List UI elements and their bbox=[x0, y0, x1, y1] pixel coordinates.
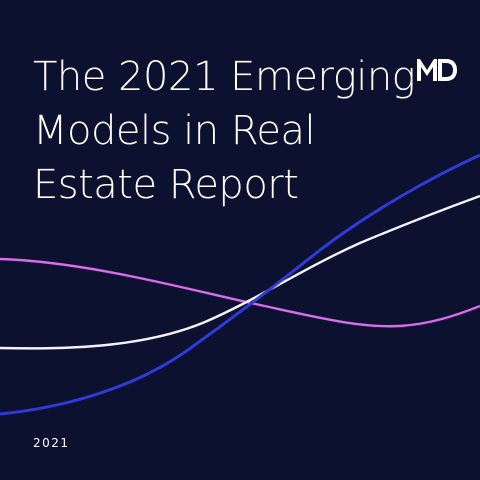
report-title: The 2021 Emerging Models in Real Estate … bbox=[33, 50, 416, 212]
pink-curve bbox=[0, 257, 480, 328]
blue-curve bbox=[0, 153, 480, 416]
title-line-3: Estate Report bbox=[33, 162, 299, 208]
title-line-1: The 2021 Emerging bbox=[33, 54, 416, 100]
title-line-2: Models in Real bbox=[33, 108, 316, 154]
md-logo-icon bbox=[417, 59, 457, 81]
report-year: 2021 bbox=[33, 436, 70, 450]
